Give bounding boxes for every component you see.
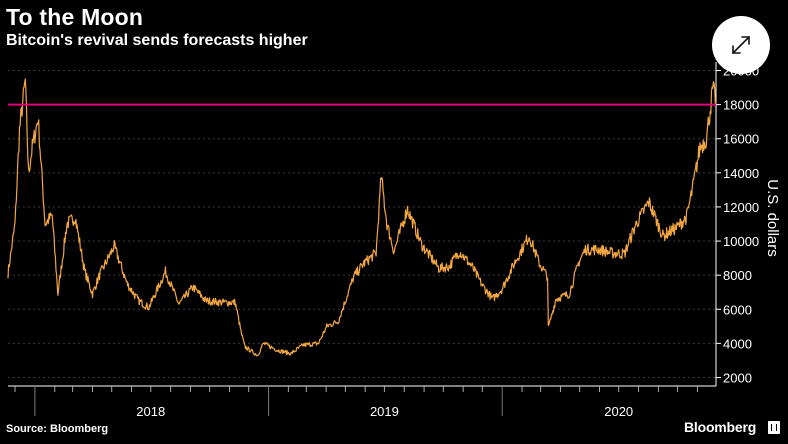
y-tick-label: 8000 <box>723 268 752 283</box>
brand-name: Bloomberg <box>684 419 757 435</box>
x-year-label: 2020 <box>604 404 633 419</box>
y-tick-label: 10000 <box>723 234 759 249</box>
x-year-label: 2018 <box>136 404 165 419</box>
source-note: Source: Bloomberg <box>6 423 109 435</box>
y-tick-label: 16000 <box>723 132 759 147</box>
price-series-line <box>7 78 717 357</box>
y-tick-label: 12000 <box>723 200 759 215</box>
y-tick-label: 4000 <box>723 336 752 351</box>
y-tick-label: 2000 <box>723 370 752 385</box>
y-tick-label: 14000 <box>723 166 759 181</box>
x-year-label: 2019 <box>370 404 399 419</box>
expand-arrows-icon <box>732 36 750 54</box>
y-axis-title: U.S. dollars <box>764 179 781 257</box>
y-tick-label: 18000 <box>723 98 759 113</box>
chart-title: To the Moon <box>6 4 144 30</box>
gridlines <box>8 70 716 378</box>
expand-button[interactable] <box>712 16 770 74</box>
y-axis-ticks: 2000 4000 6000 8000 10000 12000 14000 16000 1800… <box>716 64 759 385</box>
x-axis-ticks: 2018 2019 2020 <box>14 386 698 419</box>
chart-subtitle: Bitcoin's revival sends forecasts higher <box>6 32 308 49</box>
axes <box>8 62 717 387</box>
y-tick-label: 6000 <box>723 302 752 317</box>
brand-logo <box>768 421 780 434</box>
